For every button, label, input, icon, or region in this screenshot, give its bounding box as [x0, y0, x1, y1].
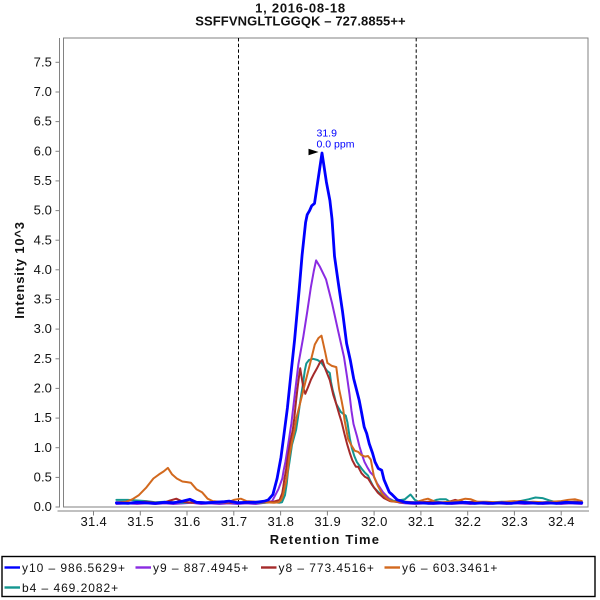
svg-text:1.5: 1.5 — [34, 410, 52, 425]
svg-text:2.0: 2.0 — [34, 381, 52, 396]
svg-text:32.1: 32.1 — [408, 514, 435, 529]
svg-text:b4 – 469.2082+: b4 – 469.2082+ — [22, 581, 119, 595]
svg-text:Retention Time: Retention Time — [270, 532, 380, 547]
svg-text:6.5: 6.5 — [34, 114, 52, 129]
svg-text:0.0 ppm: 0.0 ppm — [317, 139, 355, 151]
svg-text:y8 – 773.4516+: y8 – 773.4516+ — [279, 561, 375, 575]
svg-text:31.8: 31.8 — [268, 514, 295, 529]
svg-text:1.0: 1.0 — [34, 440, 52, 455]
svg-text:5.0: 5.0 — [34, 203, 52, 218]
svg-text:31.5: 31.5 — [127, 514, 154, 529]
svg-text:SSFFVNGLTLGGQK – 727.8855++: SSFFVNGLTLGGQK – 727.8855++ — [195, 14, 406, 29]
svg-text:32.3: 32.3 — [501, 514, 528, 529]
svg-text:31.7: 31.7 — [221, 514, 248, 529]
svg-text:7.0: 7.0 — [34, 84, 52, 99]
svg-text:5.5: 5.5 — [34, 173, 52, 188]
svg-text:7.5: 7.5 — [34, 54, 52, 69]
svg-text:0.5: 0.5 — [34, 470, 52, 485]
svg-text:32.4: 32.4 — [548, 514, 575, 529]
svg-text:y9 – 887.4945+: y9 – 887.4945+ — [153, 561, 249, 575]
svg-text:31.9: 31.9 — [314, 514, 341, 529]
svg-text:y10 – 986.5629+: y10 – 986.5629+ — [22, 561, 126, 575]
svg-text:32.0: 32.0 — [361, 514, 388, 529]
svg-text:2.5: 2.5 — [34, 351, 52, 366]
svg-text:31.9: 31.9 — [317, 128, 338, 140]
svg-text:4.0: 4.0 — [34, 262, 52, 277]
svg-text:3.0: 3.0 — [34, 321, 52, 336]
svg-text:3.5: 3.5 — [34, 292, 52, 307]
svg-text:4.5: 4.5 — [34, 232, 52, 247]
svg-text:y6 – 603.3461+: y6 – 603.3461+ — [402, 561, 498, 575]
svg-text:0.0: 0.0 — [34, 499, 52, 514]
svg-text:31.4: 31.4 — [80, 514, 107, 529]
svg-text:1, 2016-08-18: 1, 2016-08-18 — [255, 1, 346, 16]
svg-text:6.0: 6.0 — [34, 143, 52, 158]
svg-text:31.6: 31.6 — [174, 514, 201, 529]
svg-text:32.2: 32.2 — [455, 514, 482, 529]
svg-text:Intensity 10^3: Intensity 10^3 — [12, 221, 27, 319]
